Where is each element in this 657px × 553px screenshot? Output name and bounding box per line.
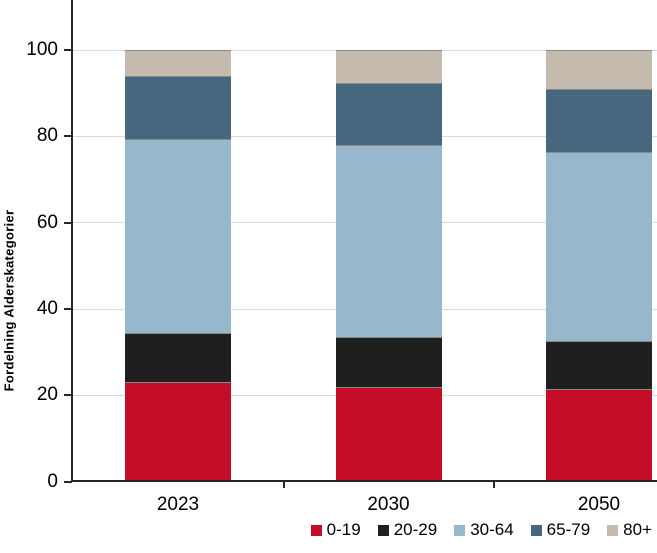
legend-swatch-30-64-icon <box>454 524 466 536</box>
bar-2050-segment-80+ <box>546 50 652 89</box>
y-tick-label-100: 100 <box>26 39 58 61</box>
x-category-label-2030: 2030 <box>367 494 410 515</box>
y-tick-label-80: 80 <box>36 125 58 147</box>
legend-item-0-19: 0-19 <box>310 520 361 539</box>
legend-item-65-79: 65-79 <box>530 520 591 539</box>
y-tick-40 <box>64 308 72 311</box>
y-tick-label-0: 0 <box>47 470 58 492</box>
x-axis-line <box>71 480 657 482</box>
y-tick-0 <box>64 480 72 483</box>
legend-swatch-20-29-icon <box>377 524 389 536</box>
legend-item-20-29: 20-29 <box>377 520 438 539</box>
y-tick-20 <box>64 394 72 397</box>
x-tick-1 <box>493 482 495 488</box>
legend-swatch-65-79-icon <box>530 524 542 536</box>
x-category-label-2050: 2050 <box>577 494 621 515</box>
legend-label-65-79: 65-79 <box>546 520 591 539</box>
x-category-label-2023: 2023 <box>156 494 200 515</box>
legend: 0-19 20-29 30-64 65-79 80+ <box>310 520 652 539</box>
legend-swatch-0-19-icon <box>310 524 322 536</box>
bar-2023-segment-20-29 <box>125 332 231 383</box>
bar-2023-segment-65-79 <box>125 76 231 139</box>
legend-swatch-80+-icon <box>607 524 619 536</box>
legend-item-30-64: 30-64 <box>454 520 514 539</box>
y-tick-label-40: 40 <box>36 298 58 320</box>
bar-2023-segment-30-64 <box>125 138 231 333</box>
bar-2050-segment-30-64 <box>546 151 652 342</box>
y-tick-100 <box>64 49 72 52</box>
bar-2023-segment-0-19 <box>125 382 231 482</box>
y-axis-line <box>71 0 73 482</box>
x-tick-0 <box>282 482 285 488</box>
bar-2030-segment-65-79 <box>335 82 442 146</box>
bar-2030-segment-30-64 <box>335 145 442 338</box>
legend-label-0-19: 0-19 <box>326 520 361 539</box>
bar-2030-segment-0-19 <box>335 386 442 482</box>
legend-item-80+: 80+ <box>607 521 652 539</box>
y-tick-60 <box>64 221 72 224</box>
legend-label-30-64: 30-64 <box>470 520 514 539</box>
bar-2023-segment-80+ <box>125 50 231 77</box>
y-tick-label-20: 20 <box>36 384 58 406</box>
bar-2050-segment-0-19 <box>546 388 652 482</box>
legend-label-20-29: 20-29 <box>393 520 438 539</box>
bar-2050-segment-65-79 <box>546 88 652 152</box>
y-tick-label-60: 60 <box>36 211 58 233</box>
legend-label-80+: 80+ <box>623 520 652 539</box>
y-tick-80 <box>64 135 72 138</box>
bar-2030-segment-80+ <box>335 50 442 83</box>
bar-2030-segment-20-29 <box>335 337 442 387</box>
bar-2050-segment-20-29 <box>546 341 652 389</box>
